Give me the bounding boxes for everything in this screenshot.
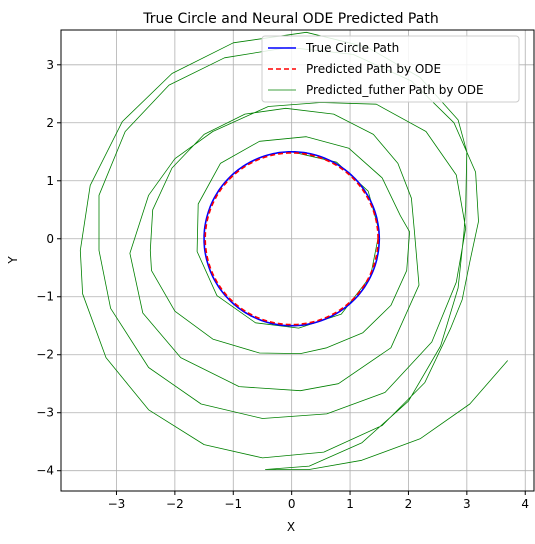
y-tick-label: −1 bbox=[36, 290, 54, 304]
y-tick-label: −2 bbox=[36, 348, 54, 362]
x-tick-label: 0 bbox=[288, 497, 296, 511]
y-tick-label: 1 bbox=[46, 174, 54, 188]
grid-lines bbox=[61, 30, 534, 491]
x-axis-label: X bbox=[287, 520, 295, 534]
x-tick-label: 1 bbox=[346, 497, 354, 511]
y-tick-label: 0 bbox=[46, 232, 54, 246]
x-tick-label: 3 bbox=[463, 497, 471, 511]
x-tick-label: −2 bbox=[166, 497, 184, 511]
x-tick-label: −1 bbox=[224, 497, 242, 511]
legend-label-3: Predicted_futher Path by ODE bbox=[306, 83, 484, 97]
y-axis-label: Y bbox=[6, 256, 20, 265]
y-tick-label: −3 bbox=[36, 406, 54, 420]
series-layer bbox=[79, 31, 509, 470]
y-tick-label: −4 bbox=[36, 464, 54, 478]
legend-box bbox=[261, 35, 520, 103]
x-tick-label: 4 bbox=[521, 497, 529, 511]
y-tick-label: 3 bbox=[46, 58, 54, 72]
x-tick-label: 2 bbox=[405, 497, 413, 511]
plot-frame bbox=[60, 29, 535, 492]
legend-label-1: True Circle Path bbox=[305, 41, 399, 55]
legend: True Circle Path Predicted Path by ODE Pre… bbox=[261, 35, 520, 103]
series-line-1 bbox=[203, 151, 381, 327]
series-line-2 bbox=[204, 152, 379, 326]
tick-layer: −3 −2 −1 0 1 2 3 4 −4 −3 −2 −1 0 1 2 3 bbox=[36, 58, 529, 511]
series-line-3 bbox=[79, 31, 509, 470]
x-tick-label: −3 bbox=[108, 497, 126, 511]
y-tick-label: 2 bbox=[46, 116, 54, 130]
legend-label-2: Predicted Path by ODE bbox=[306, 62, 441, 76]
chart-title: True Circle and Neural ODE Predicted Pat… bbox=[142, 11, 438, 27]
